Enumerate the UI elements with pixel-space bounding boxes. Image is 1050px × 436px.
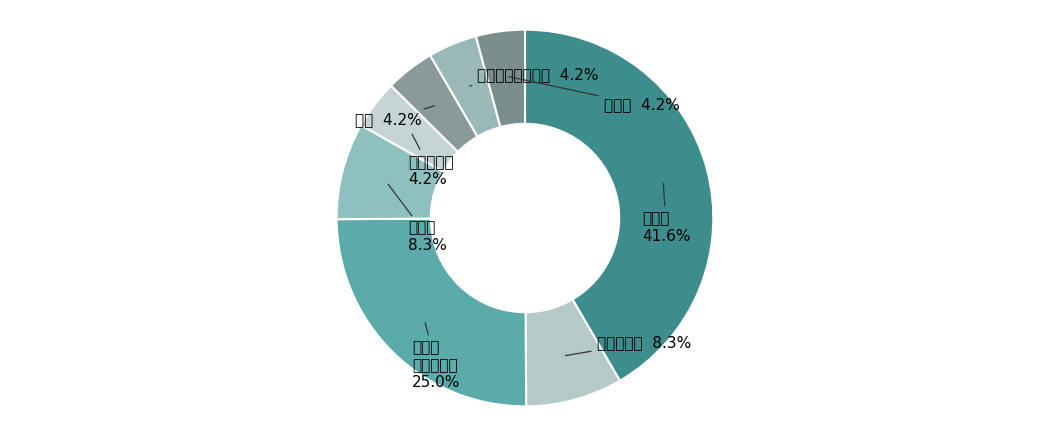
Wedge shape [526, 300, 619, 406]
Wedge shape [391, 55, 478, 152]
Text: 輸送  4.2%: 輸送 4.2% [355, 106, 435, 128]
Text: 公務員  4.2%: 公務員 4.2% [509, 77, 680, 112]
Text: 建設業
8.3%: 建設業 8.3% [388, 184, 447, 253]
Text: 技術・
サービス業
25.0%: 技術・ サービス業 25.0% [412, 323, 460, 390]
Wedge shape [361, 85, 458, 172]
Wedge shape [476, 30, 525, 127]
Wedge shape [337, 218, 526, 406]
Wedge shape [430, 36, 501, 136]
Wedge shape [525, 30, 713, 381]
Text: 情報通信業  8.3%: 情報通信業 8.3% [566, 335, 691, 356]
Text: 製造業
41.6%: 製造業 41.6% [642, 184, 690, 244]
Text: 電気・ガス・水道  4.2%: 電気・ガス・水道 4.2% [469, 68, 598, 86]
Wedge shape [337, 125, 443, 219]
Text: 卸・小売業
4.2%: 卸・小売業 4.2% [408, 134, 454, 187]
